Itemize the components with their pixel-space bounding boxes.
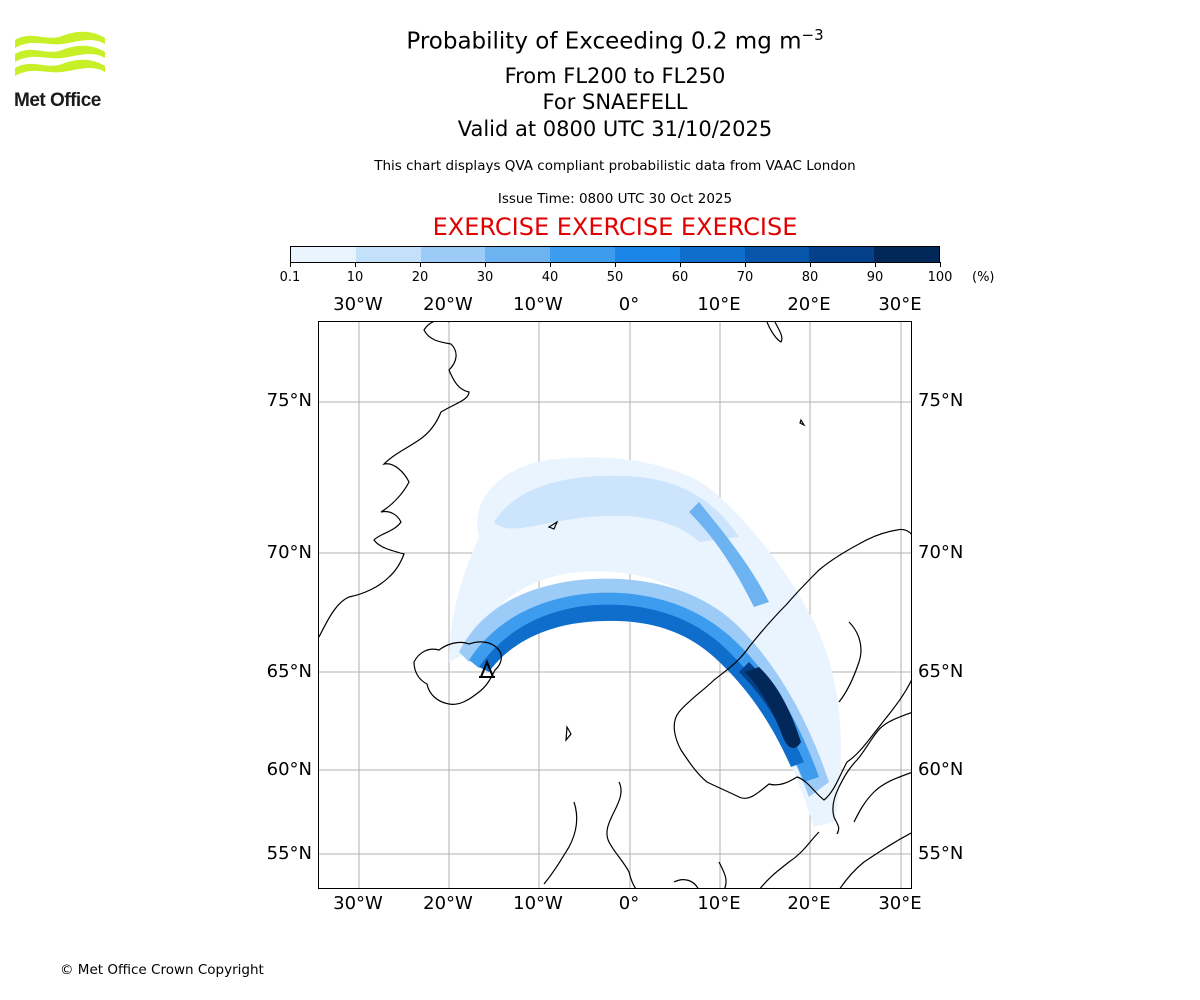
colorbar-tick-label: 90 [866, 270, 884, 285]
latitude-label: 60°N [918, 759, 964, 780]
colorbar-tick-label: 80 [801, 270, 819, 285]
colorbar-tick-mark [615, 262, 616, 267]
colorbar-tick-mark [485, 262, 486, 267]
flight-level-range: From FL200 to FL250 [504, 64, 726, 88]
longitude-label: 20°E [787, 893, 831, 914]
colorbar-tick-label: 100 [927, 270, 953, 285]
colorbar-segment [420, 247, 486, 262]
longitude-label: 0° [618, 294, 640, 315]
longitude-label: 20°E [787, 294, 831, 315]
issue-time: Issue Time: 0800 UTC 30 Oct 2025 [497, 191, 733, 207]
latitude-label: 60°N [266, 759, 312, 780]
colorbar-segment [291, 247, 356, 262]
plume-band-20-30 [689, 502, 769, 607]
colorbar-tick-label: 30 [476, 270, 494, 285]
colorbar [290, 246, 940, 263]
colorbar-tick-label: 40 [541, 270, 559, 285]
colorbar-tick-mark [550, 262, 551, 267]
colorbar-tick-label: 60 [671, 270, 689, 285]
colorbar-tick-mark [940, 262, 941, 267]
plume-band-10-20-b [459, 578, 829, 797]
colorbar-tick-mark [680, 262, 681, 267]
latitude-label: 70°N [918, 542, 964, 563]
colorbar-unit: (%) [972, 270, 995, 285]
norway-coast [673, 528, 911, 801]
longitude-label: 10°E [697, 893, 741, 914]
longitude-label: 10°E [697, 294, 741, 315]
iceland-coast [413, 641, 502, 705]
colorbar-tick-mark [810, 262, 811, 267]
latitude-label: 75°N [266, 390, 312, 411]
longitude-label: 20°W [423, 294, 473, 315]
colorbar-segment [550, 247, 615, 262]
map-canvas [319, 322, 911, 888]
title-main: Probability of Exceeding 0.2 mg m [406, 28, 802, 55]
ash-probability-plume [449, 457, 842, 827]
valid-time: Valid at 0800 UTC 31/10/2025 [457, 117, 773, 141]
colorbar-tick-label: 50 [606, 270, 624, 285]
exercise-banner: EXERCISE EXERCISE EXERCISE [432, 213, 798, 241]
colorbar-tick-label: 70 [736, 270, 754, 285]
longitude-label: 30°E [878, 893, 922, 914]
colorbar-tick-label: 20 [411, 270, 429, 285]
coastlines [319, 322, 911, 888]
longitude-label: 20°W [423, 893, 473, 914]
colorbar-tick-mark [290, 262, 291, 267]
longitude-label: 10°W [513, 893, 563, 914]
plume-band-30-50 [469, 592, 819, 782]
colorbar-segment [744, 247, 810, 262]
latitude-label: 75°N [918, 390, 964, 411]
copyright-notice: © Met Office Crown Copyright [60, 962, 264, 978]
volcano-name: For SNAEFELL [542, 90, 688, 114]
colorbar-tick-label: 10 [346, 270, 364, 285]
longitude-label: 30°W [333, 294, 383, 315]
latitude-label: 65°N [266, 661, 312, 682]
plume-band-90-100 [745, 667, 801, 748]
colorbar-segment [679, 247, 745, 262]
colorbar-segment [485, 247, 551, 262]
colorbar-tick-mark [355, 262, 356, 267]
longitude-label: 10°W [513, 294, 563, 315]
colorbar-tick-mark [745, 262, 746, 267]
colorbar-tick-mark [875, 262, 876, 267]
map-panel [318, 321, 912, 889]
colorbar-segment [809, 247, 875, 262]
latitude-label: 55°N [918, 843, 964, 864]
title-superscript: −3 [801, 26, 824, 44]
latitude-label: 70°N [266, 542, 312, 563]
latitude-label: 55°N [266, 843, 312, 864]
colorbar-segment [355, 247, 421, 262]
plume-band-10-20 [494, 475, 739, 542]
plume-band-0-10 [449, 457, 842, 827]
chart-title: Probability of Exceeding 0.2 mg m−3 [0, 26, 1200, 55]
colorbar-segment [614, 247, 680, 262]
logo-text: Met Office [14, 90, 101, 111]
longitude-label: 30°E [878, 294, 922, 315]
longitude-label: 30°W [333, 893, 383, 914]
colorbar-tick-label: 0.1 [279, 270, 301, 285]
latitude-label: 65°N [918, 661, 964, 682]
met-office-logo-icon [15, 31, 105, 76]
colorbar-segment [874, 247, 939, 262]
chart-description: This chart displays QVA compliant probab… [374, 158, 856, 174]
volcano-marker-icon [479, 659, 497, 678]
longitude-label: 0° [618, 893, 640, 914]
britain-coast [606, 781, 637, 888]
colorbar-tick-mark [420, 262, 421, 267]
